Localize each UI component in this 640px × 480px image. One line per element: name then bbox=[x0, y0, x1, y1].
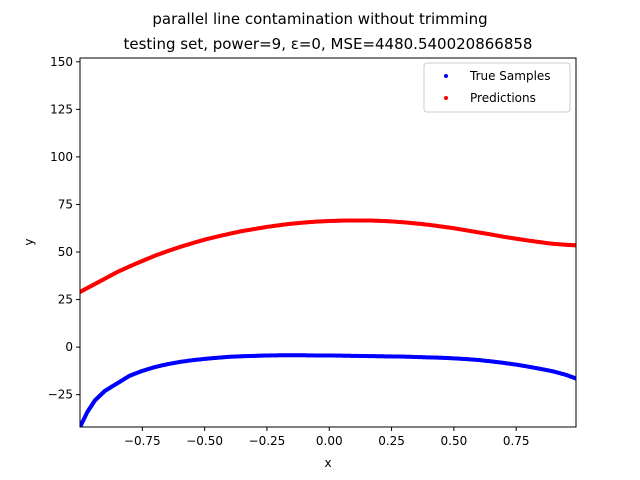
x-tick-label: 0.50 bbox=[441, 434, 468, 448]
y-tick-label: 125 bbox=[50, 102, 73, 116]
x-tick-label: −0.25 bbox=[249, 434, 286, 448]
y-tick-label: 0 bbox=[65, 340, 73, 354]
y-tick-label: −25 bbox=[48, 388, 73, 402]
x-tick-label: 0.00 bbox=[316, 434, 343, 448]
legend-label-predictions: Predictions bbox=[470, 91, 536, 105]
legend-marker-true-samples bbox=[444, 74, 448, 78]
y-tick-label: 75 bbox=[58, 197, 73, 211]
series-true-samples bbox=[80, 353, 576, 427]
y-tick-label: 100 bbox=[50, 150, 73, 164]
legend: True Samples Predictions bbox=[423, 62, 571, 113]
y-axis-label: y bbox=[22, 238, 36, 245]
x-tick-label: 0.75 bbox=[503, 434, 530, 448]
plot-frame bbox=[79, 57, 577, 428]
chart-title-line2: testing set, power=9, ε=0, MSE=4480.5400… bbox=[124, 35, 533, 53]
x-tick-label: −0.75 bbox=[124, 434, 161, 448]
legend-label-true-samples: True Samples bbox=[469, 69, 551, 83]
chart-title-line1: parallel line contamination without trim… bbox=[152, 10, 487, 28]
y-tick-label: 50 bbox=[58, 245, 73, 259]
legend-box bbox=[423, 62, 571, 113]
y-tick-label: 25 bbox=[58, 293, 73, 307]
legend-marker-predictions bbox=[444, 96, 448, 100]
series-predictions bbox=[80, 218, 576, 294]
y-tick-label: 150 bbox=[50, 55, 73, 69]
x-tick-label: 0.25 bbox=[378, 434, 405, 448]
x-tick-label: −0.50 bbox=[186, 434, 223, 448]
x-axis-label: x bbox=[324, 456, 331, 470]
